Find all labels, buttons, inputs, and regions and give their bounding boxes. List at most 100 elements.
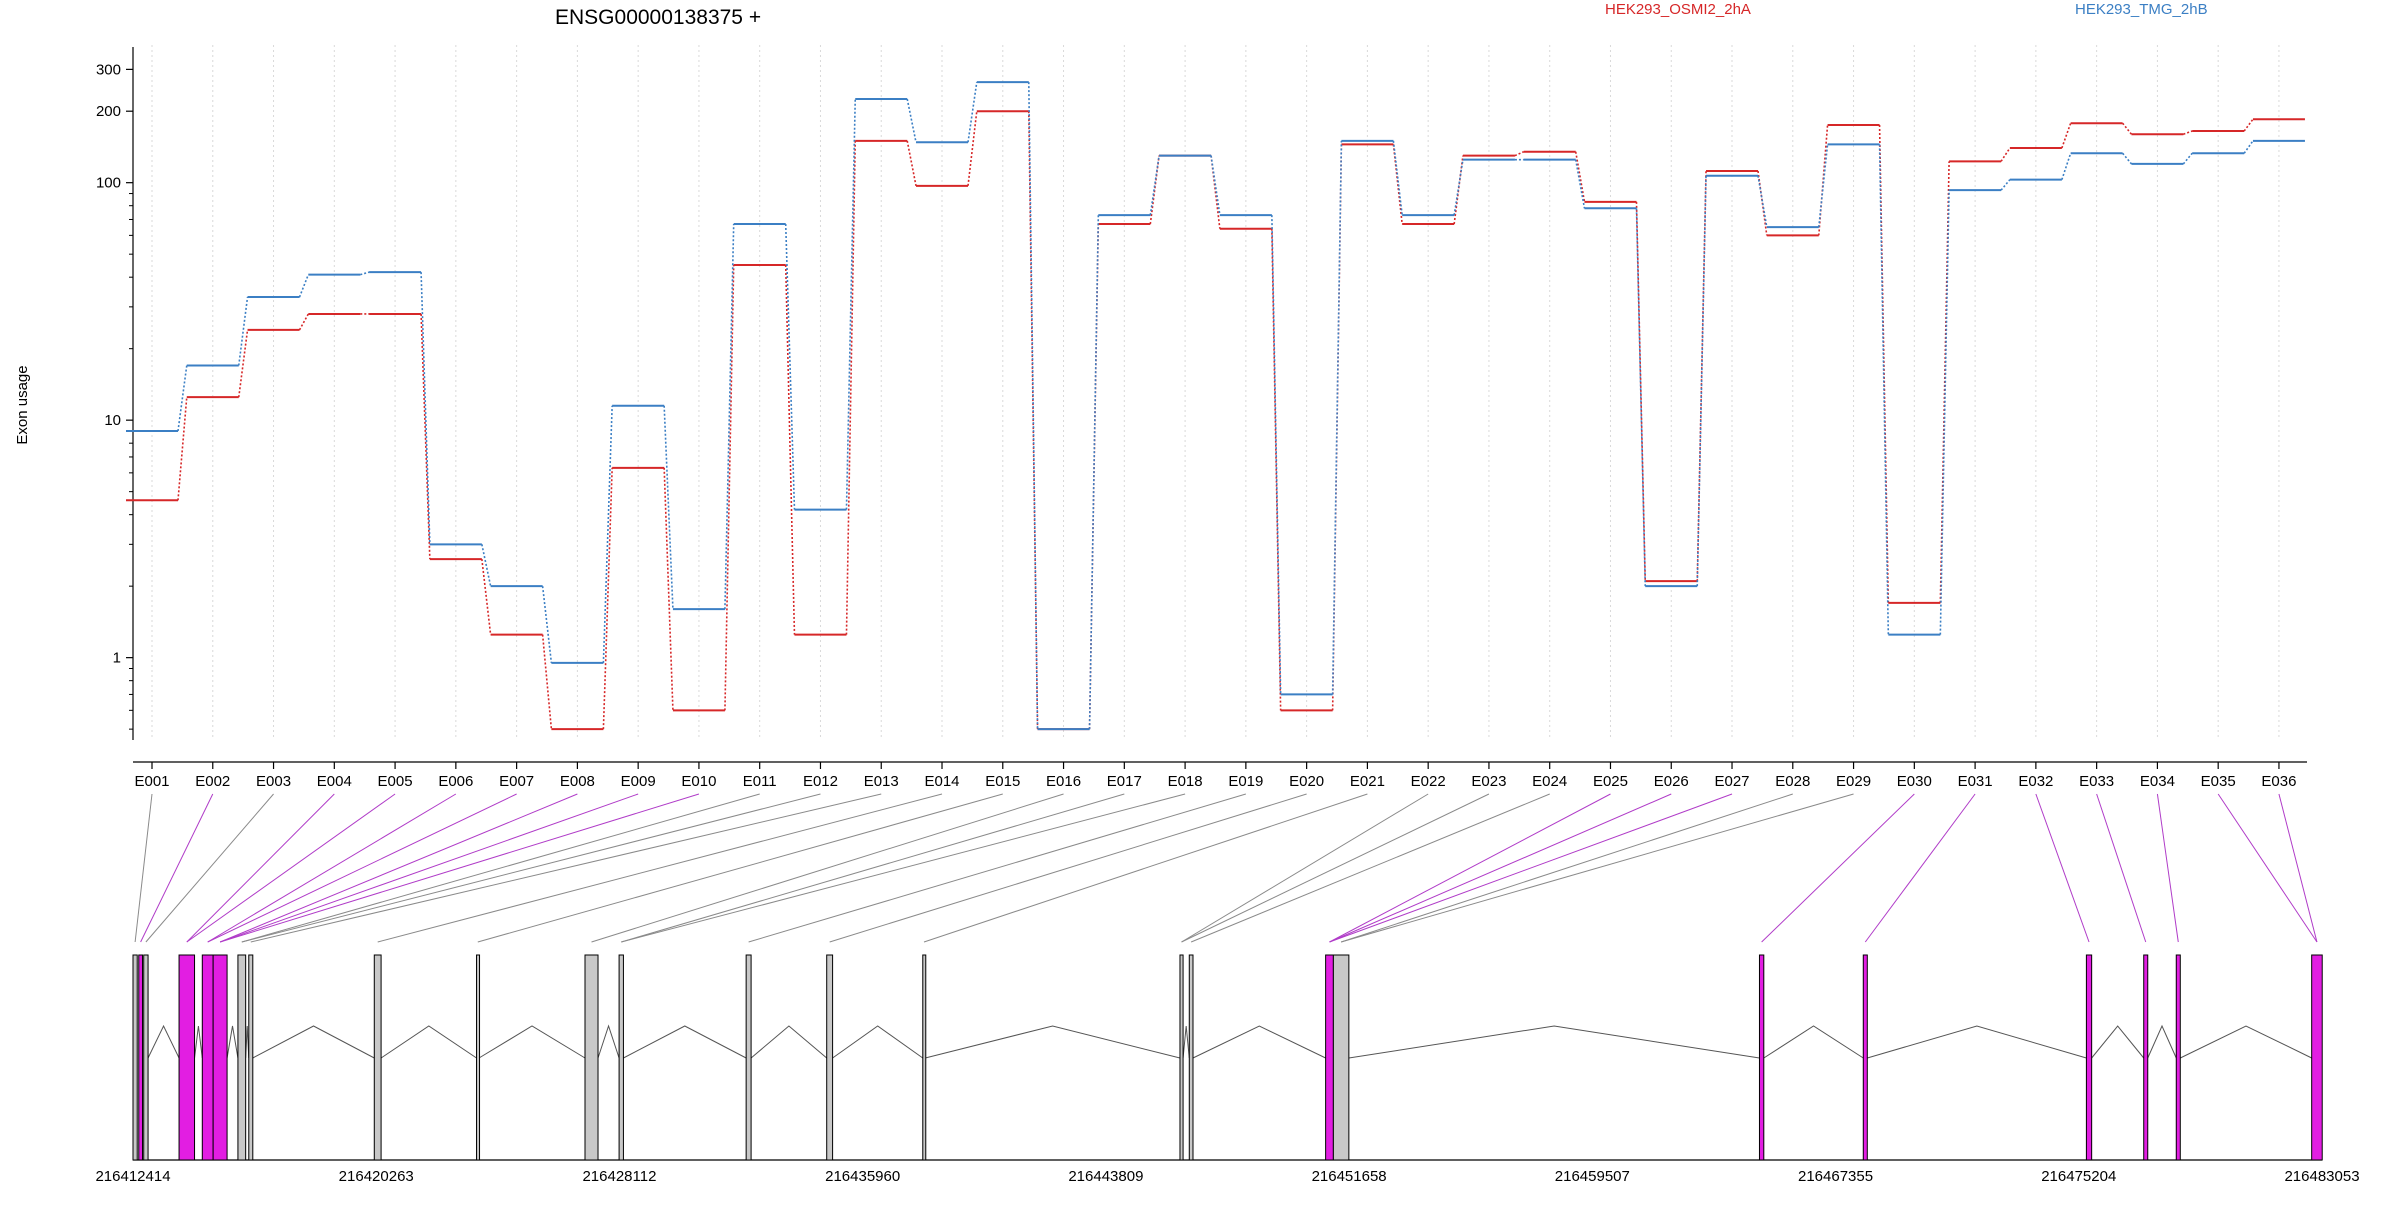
series-segment: [2183, 130, 2193, 135]
exon-connector: [219, 793, 639, 943]
exon-box: [248, 954, 254, 1161]
exon-connector: [2096, 793, 2147, 943]
exon-box: [132, 954, 138, 1161]
exon-box: [201, 954, 214, 1161]
exon-label: E010: [681, 773, 716, 790]
exon-connector: [477, 793, 1003, 943]
genomic-coordinate-label: 216435960: [825, 1168, 900, 1185]
genomic-coordinate-label: 216428112: [582, 1168, 656, 1185]
exon-label: E003: [256, 773, 291, 790]
series-segment: [1210, 155, 1221, 216]
series-segment: [237, 296, 249, 366]
series-segment: [724, 265, 735, 711]
exon-label: E033: [2079, 773, 2114, 790]
genomic-coordinate-label: 216420263: [339, 1168, 414, 1185]
series-segment: [2122, 152, 2133, 165]
series-segment: [360, 271, 370, 276]
exon-box: [373, 954, 382, 1161]
exon-label: E018: [1168, 773, 1203, 790]
exon-connector: [1329, 793, 1611, 943]
series-segment: [420, 272, 431, 545]
exon-connector: [1181, 793, 1429, 943]
exon-label: E028: [1775, 773, 1810, 790]
exon-connector: [1329, 793, 1672, 943]
intron: [623, 1025, 747, 1059]
series-segment: [541, 634, 553, 730]
series-segment: [1088, 215, 1100, 730]
exon-box: [1188, 954, 1194, 1161]
exon-connector: [591, 793, 1064, 943]
exon-label: E029: [1836, 773, 1871, 790]
exon-label: E008: [560, 773, 595, 790]
intron: [147, 1024, 180, 1059]
exon-connector: [2156, 793, 2179, 943]
series-segment: [906, 98, 917, 143]
series-segment: [177, 365, 188, 432]
series-segment: [845, 99, 857, 510]
series-segment: [2122, 122, 2133, 135]
exon-connector: [2278, 793, 2318, 943]
series-segment: [2061, 122, 2072, 149]
series-segment: [967, 82, 978, 143]
series-segment: [1027, 111, 1039, 730]
exon-box: [1758, 954, 1765, 1161]
y-tick-label: 300: [96, 61, 121, 78]
exon-label: E022: [1411, 773, 1446, 790]
exon-box: [2085, 954, 2093, 1161]
intron: [2180, 1025, 2312, 1059]
exon-box: [1332, 954, 1350, 1161]
series-segment: [2182, 152, 2193, 165]
series-segment: [481, 544, 492, 587]
exon-box: [1862, 954, 1868, 1161]
series-segment: [1027, 82, 1039, 730]
exon-box: [178, 954, 196, 1161]
intron: [478, 1025, 586, 1059]
legend-entry-osmi: HEK293_OSMI2_2hA: [1605, 1, 1751, 18]
series-segment: [177, 397, 188, 501]
exon-box: [1325, 954, 1334, 1161]
series-segment: [298, 274, 310, 298]
exon-connector: [923, 793, 1368, 943]
genomic-coordinate-label: 216451658: [1312, 1168, 1387, 1185]
y-axis-label: Exon usage: [14, 365, 31, 444]
series-segment: [237, 329, 249, 398]
exon-label: E014: [924, 773, 959, 790]
exon-label: E001: [134, 773, 169, 790]
series-segment: [2000, 147, 2011, 162]
exon-connector: [2217, 793, 2318, 943]
exon-connector: [241, 793, 760, 943]
exon-connector: [621, 793, 1125, 943]
series-segment: [2061, 153, 2072, 180]
intron: [597, 1024, 620, 1059]
intron: [194, 1025, 203, 1059]
series-segment: [663, 405, 674, 610]
grid: [151, 45, 2280, 740]
intron: [226, 1025, 239, 1059]
exon-box: [826, 954, 834, 1161]
y-tick-label: 10: [104, 412, 121, 429]
exon-connector: [748, 793, 1247, 943]
exon-connector: [219, 793, 578, 943]
exon-label: E031: [1958, 773, 1993, 790]
exon-label: E027: [1714, 773, 1749, 790]
exon-connector: [241, 793, 821, 943]
intron: [252, 1025, 375, 1059]
series-segment: [663, 467, 674, 711]
exon-label: E023: [1471, 773, 1506, 790]
intron: [2147, 1024, 2177, 1059]
genomic-coordinate-label: 216459507: [1555, 1168, 1630, 1185]
exon-label: E030: [1897, 773, 1932, 790]
series-segment: [420, 313, 431, 560]
series-segment: [845, 140, 857, 635]
intron: [1182, 1025, 1190, 1059]
exon-connector: [207, 793, 457, 943]
chart-title: ENSG00000138375 +: [555, 6, 761, 29]
exon-connector: [250, 793, 882, 943]
series-segment: [1574, 151, 1586, 203]
exon-connector: [621, 793, 1186, 943]
series-segment: [1757, 175, 1768, 228]
exon-connector: [186, 793, 335, 943]
exon-label: E012: [803, 773, 838, 790]
